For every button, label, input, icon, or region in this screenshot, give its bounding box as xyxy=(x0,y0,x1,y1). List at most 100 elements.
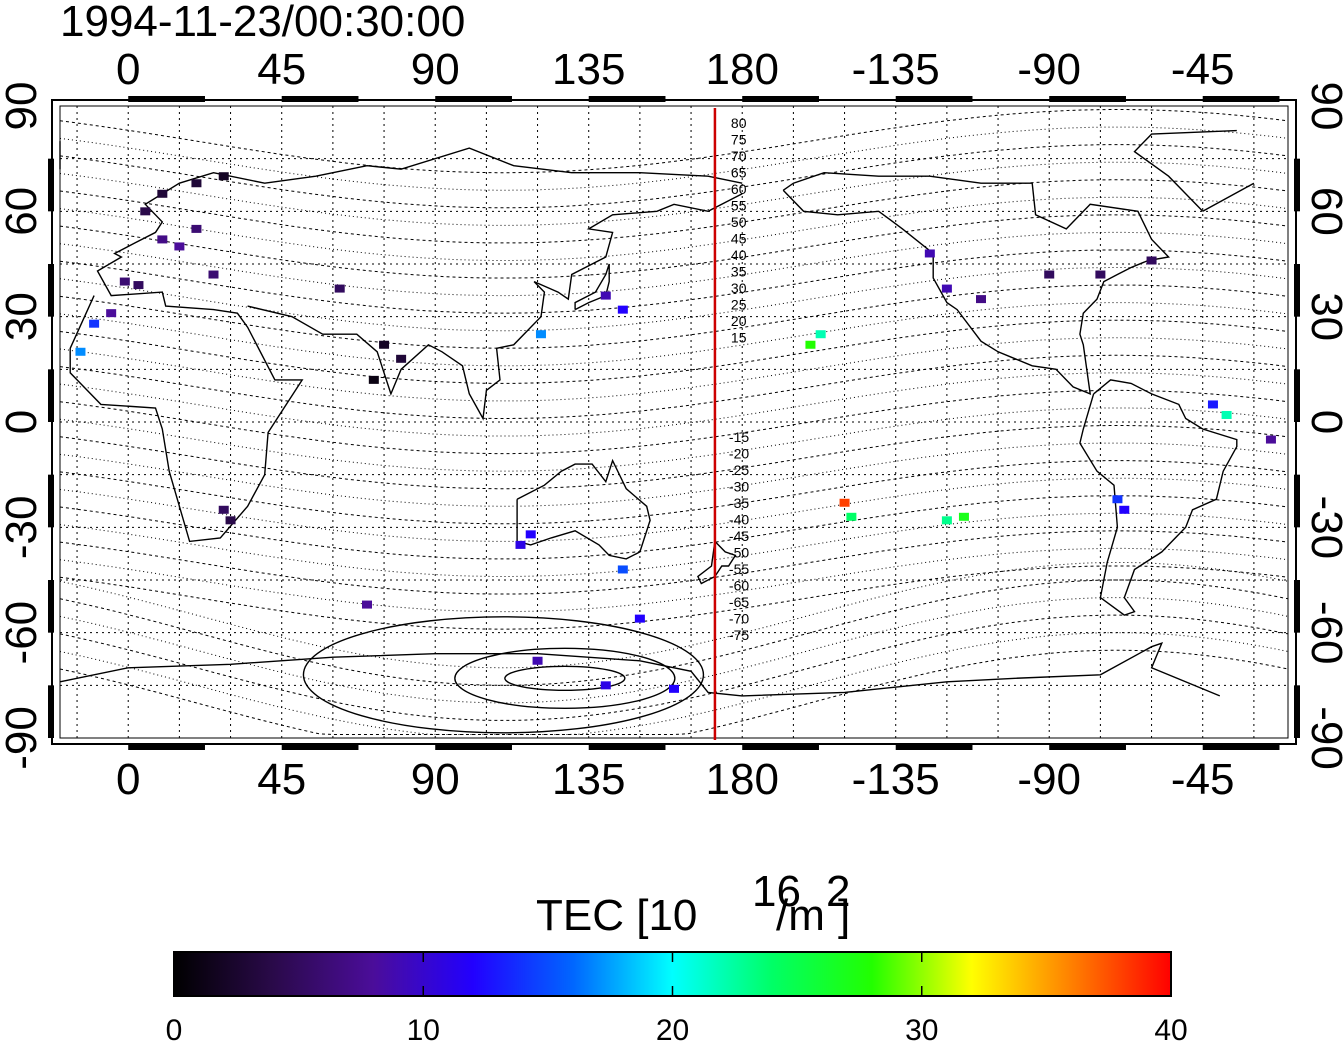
magnetic-latitude-line xyxy=(59,126,1289,191)
bottom-longitude-label: 45 xyxy=(257,755,306,804)
axis-border-bars xyxy=(48,96,1300,750)
tec-cell xyxy=(119,277,130,286)
magnetic-latitude-label: -40 xyxy=(729,512,749,528)
tec-cell xyxy=(1146,256,1157,265)
border-bar xyxy=(1294,369,1300,422)
new-zealand xyxy=(697,540,737,585)
magnetic-latitude-line xyxy=(59,302,1289,367)
left-latitude-label: -90 xyxy=(0,706,46,770)
magnetic-latitude-label: 45 xyxy=(731,231,747,247)
tec-cell xyxy=(617,565,628,574)
border-bar xyxy=(1294,158,1300,212)
magnetic-latitude-label: -70 xyxy=(729,611,749,627)
plot-inner-frame xyxy=(59,105,1289,739)
tec-cell xyxy=(208,270,219,279)
magnetic-latitude-line xyxy=(59,214,1289,279)
colorbar-tick-label: 10 xyxy=(407,1014,440,1047)
bottom-longitude-label: -90 xyxy=(1017,755,1081,804)
magnetic-latitude-label: -20 xyxy=(729,446,749,462)
tec-cell xyxy=(839,498,850,507)
magnetic-pole-contour xyxy=(454,647,676,710)
tec-cell xyxy=(218,505,229,514)
tec-cell xyxy=(362,600,372,609)
magnetic-latitude-line xyxy=(59,632,1289,735)
magnetic-latitude-line xyxy=(59,389,1289,455)
left-latitude-label: 60 xyxy=(0,187,46,236)
tec-cell xyxy=(191,224,202,233)
colorbar-label-end: ] xyxy=(838,891,850,940)
border-bar xyxy=(895,744,973,750)
border-bar xyxy=(895,96,973,102)
top-longitude-label: -45 xyxy=(1171,45,1235,94)
tec-cell xyxy=(1265,435,1276,444)
magnetic-latitude-line xyxy=(59,231,1289,297)
top-longitude-label: 90 xyxy=(411,45,460,94)
bottom-longitude-label: 180 xyxy=(706,755,779,804)
right-latitude-label: 30 xyxy=(1302,292,1344,341)
left-latitude-label: 90 xyxy=(0,82,46,131)
magnetic-latitude-line xyxy=(59,337,1289,402)
magnetic-latitude-label: 40 xyxy=(731,247,747,263)
magnetic-latitude-label: 25 xyxy=(731,297,747,313)
tec-cell xyxy=(157,189,168,198)
tec-cell xyxy=(532,656,543,665)
colorbar-label-mid: /m xyxy=(776,891,825,940)
magnetic-latitude-label: 60 xyxy=(731,181,747,197)
border-bar xyxy=(281,744,359,750)
tec-cell xyxy=(617,305,628,314)
magnetic-latitude-label: 35 xyxy=(731,264,747,280)
top-longitude-label: 45 xyxy=(257,45,306,94)
tec-cell xyxy=(976,295,986,304)
magnetic-latitude-label: -55 xyxy=(729,561,749,577)
border-bar xyxy=(48,474,54,528)
magnetic-latitude-line xyxy=(59,649,1289,735)
right-latitude-label: -90 xyxy=(1302,706,1344,770)
border-bar xyxy=(48,580,54,633)
bottom-longitude-label: 135 xyxy=(552,755,625,804)
left-latitude-label: 30 xyxy=(0,292,46,341)
bottom-longitude-label: 90 xyxy=(411,755,460,804)
magnetic-latitude-label: -15 xyxy=(729,429,749,445)
magnetic-latitude-label: 55 xyxy=(731,198,747,214)
tec-cell xyxy=(805,340,816,349)
tec-cell xyxy=(941,516,952,525)
tec-cell xyxy=(225,516,236,525)
magnetic-latitude-lines xyxy=(59,109,1289,735)
border-bar xyxy=(435,96,512,102)
tec-cell xyxy=(106,309,117,318)
antarctica xyxy=(59,642,1221,697)
magnetic-latitude-line xyxy=(59,284,1289,349)
top-longitude-label: -135 xyxy=(852,45,940,94)
tec-cell xyxy=(1119,505,1130,514)
tec-cell xyxy=(1095,270,1106,279)
border-bar xyxy=(1294,580,1300,633)
magnetic-latitude-line xyxy=(59,460,1289,525)
magnetic-latitude-label: -50 xyxy=(729,545,749,561)
magnetic-latitude-label: -60 xyxy=(729,578,749,594)
tec-cell xyxy=(89,319,100,328)
tec-data-cells xyxy=(75,172,1276,693)
magnetic-latitude-line xyxy=(59,144,1289,209)
europe-africa-coast xyxy=(69,147,743,543)
tec-cell xyxy=(815,330,826,339)
magnetic-latitude-line xyxy=(59,597,1289,704)
border-bar xyxy=(48,158,54,212)
tec-cell xyxy=(334,284,345,293)
top-longitude-label: 180 xyxy=(706,45,779,94)
magnetic-latitude-line xyxy=(59,512,1289,577)
border-bar xyxy=(128,96,205,102)
tec-cell xyxy=(191,179,202,188)
magnetic-latitude-line xyxy=(59,495,1289,560)
right-latitude-label: 90 xyxy=(1302,82,1344,131)
right-latitude-label: 60 xyxy=(1302,187,1344,236)
right-latitude-label: 0 xyxy=(1302,410,1344,434)
border-bar xyxy=(742,96,819,102)
magnetic-latitude-line xyxy=(59,562,1289,669)
colorbar-tick-label: 40 xyxy=(1154,1014,1187,1047)
magnetic-latitude-label: 75 xyxy=(731,132,747,148)
plot-frame xyxy=(51,99,1297,745)
tec-cell xyxy=(368,375,379,384)
colorbar-title: TEC [10 16 /m 2 ] xyxy=(536,867,850,940)
